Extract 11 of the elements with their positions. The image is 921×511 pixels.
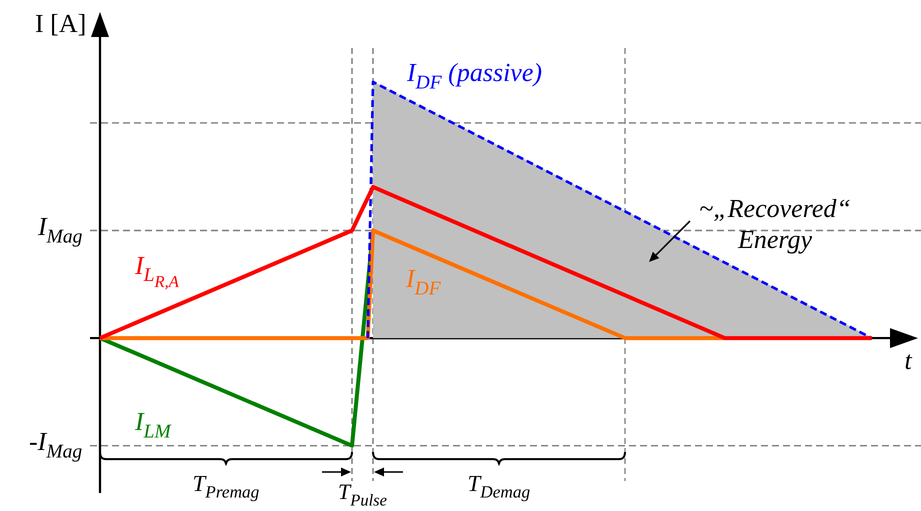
y-axis-title: I [A] [35, 9, 86, 38]
annotation: ~„Recovered“ Energy [698, 193, 852, 256]
ref-line-label: I$_{Mag}$ [38, 212, 82, 248]
series-label: I$_{DF}$ [406, 264, 441, 300]
series-label: I$_{DF}$ (passive) [407, 58, 542, 94]
text: T$_{Premag}$ [192, 471, 260, 502]
ref-line-label: -I$_{Mag}$ [29, 427, 82, 463]
x-axis-title: t [904, 346, 912, 376]
text: T$_{Demag}$ [468, 471, 530, 502]
text: T$_{Pulse}$ [338, 479, 387, 510]
series-label: I$_{LM}$ [135, 406, 171, 442]
